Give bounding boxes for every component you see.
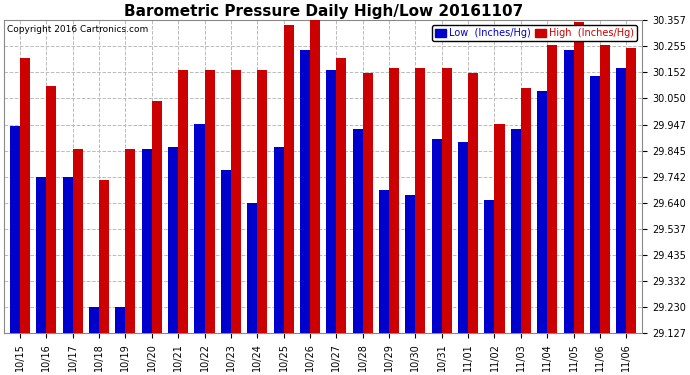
Title: Barometric Pressure Daily High/Low 20161107: Barometric Pressure Daily High/Low 20161… [124,4,523,19]
Bar [326,70,336,333]
Bar [152,101,162,333]
Bar [616,68,627,333]
Bar [273,147,284,333]
Bar [310,20,320,333]
Bar [521,88,531,333]
Bar [126,149,135,333]
Bar [538,91,547,333]
Bar [564,50,573,333]
Bar [590,75,600,333]
Bar [204,70,215,333]
Bar [627,48,636,333]
Bar [141,149,152,333]
Bar [484,200,495,333]
Bar [221,170,231,333]
Bar [432,139,442,333]
Bar [495,124,504,333]
Bar [247,202,257,333]
Bar [99,180,109,333]
Bar [257,70,267,333]
Bar [468,73,478,333]
Bar [379,190,389,333]
Bar [300,50,310,333]
Bar [37,177,46,333]
Bar [63,177,72,333]
Bar [46,86,57,333]
Bar [115,307,126,333]
Bar [231,70,241,333]
Bar [363,73,373,333]
Bar [284,25,294,333]
Bar [178,70,188,333]
Bar [353,129,363,333]
Bar [458,142,468,333]
Bar [72,149,83,333]
Text: Copyright 2016 Cartronics.com: Copyright 2016 Cartronics.com [8,25,148,34]
Bar [511,129,521,333]
Bar [389,68,399,333]
Bar [600,45,610,333]
Bar [573,22,584,333]
Bar [442,68,452,333]
Bar [195,124,204,333]
Bar [168,147,178,333]
Legend: Low  (Inches/Hg), High  (Inches/Hg): Low (Inches/Hg), High (Inches/Hg) [432,25,638,41]
Bar [406,195,415,333]
Bar [10,126,20,333]
Bar [336,58,346,333]
Bar [415,68,426,333]
Bar [89,307,99,333]
Bar [20,58,30,333]
Bar [547,45,558,333]
